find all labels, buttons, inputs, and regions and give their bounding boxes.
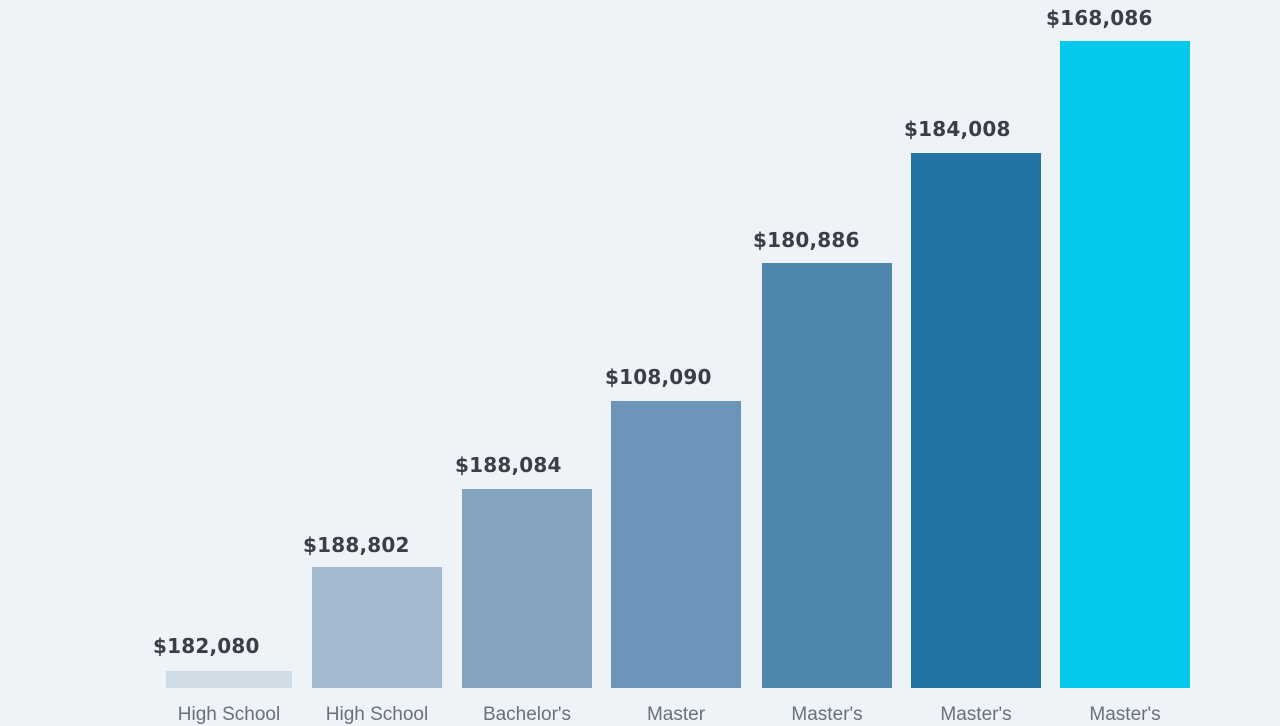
bar-value-label: $180,886 [753, 228, 860, 252]
bar-value-label: $188,802 [303, 533, 410, 557]
bar-value-label: $168,086 [1046, 6, 1153, 30]
bar-5 [762, 263, 892, 688]
bar-7 [1060, 41, 1190, 688]
bar-value-label: $182,080 [153, 634, 260, 658]
bar-3 [462, 489, 592, 688]
category-label: Master's [1089, 704, 1161, 725]
bar-2 [312, 567, 442, 688]
category-label: High School [325, 704, 429, 725]
bar-4 [611, 401, 741, 688]
bar-1 [166, 671, 292, 688]
bar-value-label: $188,084 [455, 453, 562, 477]
category-label: Bachelor's [482, 704, 572, 725]
bar-value-label: $108,090 [605, 365, 712, 389]
category-label: Master's [940, 704, 1012, 725]
category-label: High School [177, 704, 281, 725]
category-label: Master [646, 704, 706, 725]
category-label: Master's [791, 704, 863, 725]
bar-value-label: $184,008 [904, 117, 1011, 141]
bar-6 [911, 153, 1041, 688]
